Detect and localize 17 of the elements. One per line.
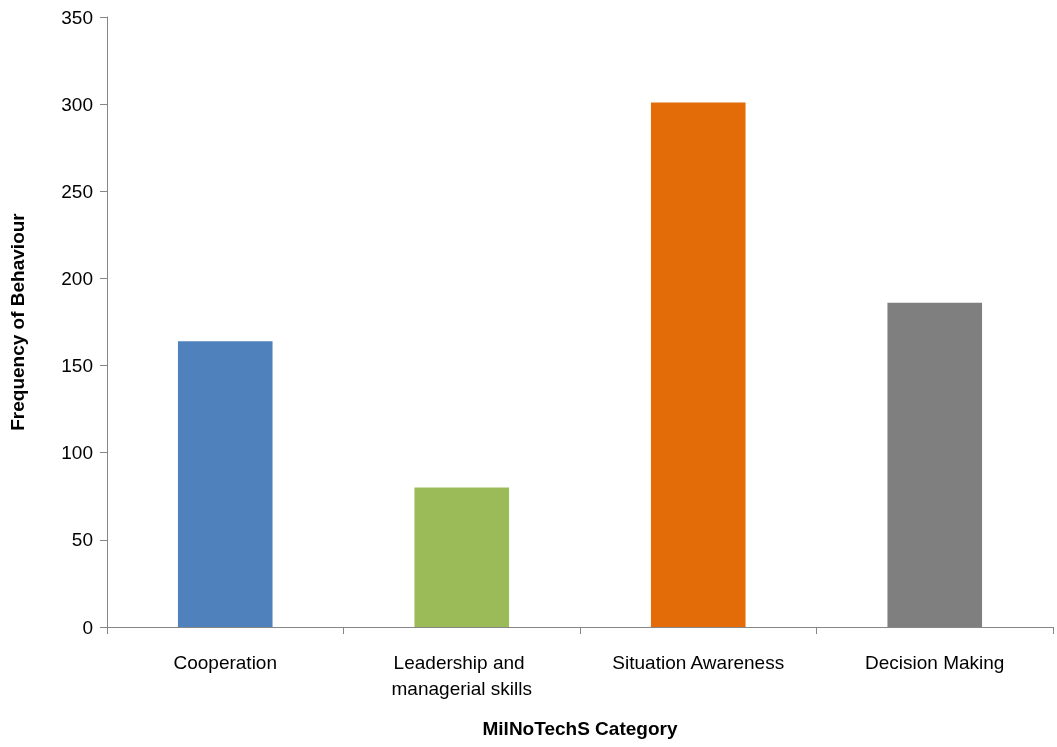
y-tick-label: 0 xyxy=(82,616,93,638)
y-tick-label: 350 xyxy=(61,6,93,28)
bar xyxy=(650,102,746,627)
y-tick-label: 50 xyxy=(71,529,93,551)
x-tick-label: Decision Making xyxy=(865,651,1005,673)
x-tick-label: Leadership and managerial skills xyxy=(391,651,532,699)
y-tick-label: 250 xyxy=(61,180,93,202)
y-tick-label: 150 xyxy=(61,355,93,377)
x-tick-label: Situation Awareness xyxy=(612,651,785,673)
x-tick-label: Cooperation xyxy=(173,651,278,673)
y-tick-label: 100 xyxy=(61,442,93,464)
bar xyxy=(177,341,273,627)
y-tick-label: 300 xyxy=(61,93,93,115)
y-axis-title: Frequency of Behaviour xyxy=(7,212,28,431)
y-tick-label: 200 xyxy=(61,267,93,289)
x-axis-title: MilNoTechS Category xyxy=(482,718,678,739)
bar xyxy=(414,487,510,627)
